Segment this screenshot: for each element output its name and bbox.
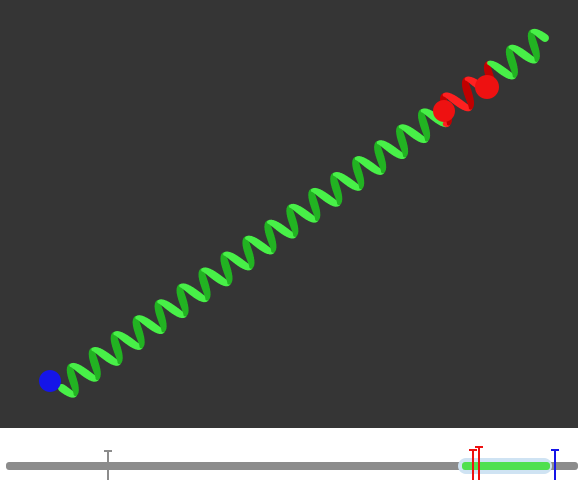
residue-sphere xyxy=(433,100,455,122)
residue-sphere xyxy=(475,75,499,99)
n-terminus-sphere xyxy=(39,370,61,392)
visible-segment xyxy=(462,462,550,470)
ribbon-segment xyxy=(543,36,545,38)
